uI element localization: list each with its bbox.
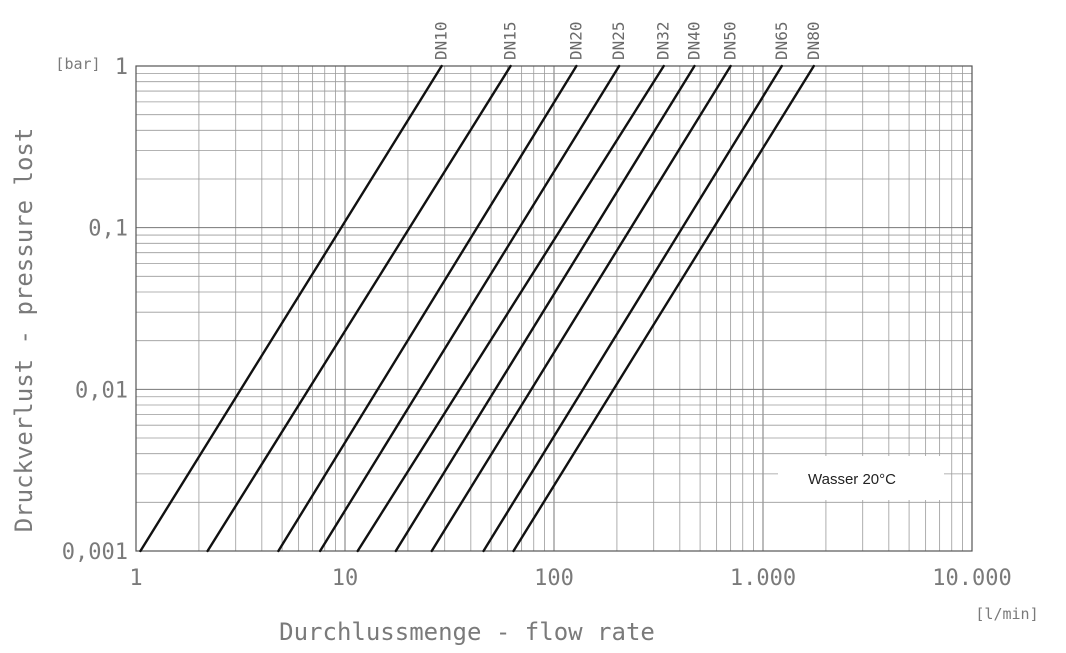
y-tick-label: 0,1 — [88, 217, 128, 242]
x-tick-label: 10.000 — [932, 566, 1011, 591]
x-axis-title: Durchlussmenge - flow rate — [279, 618, 655, 646]
series-label-dn15: DN15 — [501, 21, 520, 60]
series-label-dn50: DN50 — [721, 21, 740, 60]
y-tick-label: 1 — [115, 55, 128, 80]
series-line-dn65 — [482, 64, 783, 553]
x-tick-label: 1.000 — [730, 566, 796, 591]
series-label-dn40: DN40 — [684, 21, 703, 60]
series-label-dn80: DN80 — [804, 21, 823, 60]
series-line-dn20 — [277, 64, 578, 553]
series-labels: DN10 DN15 DN20 DN25 DN32 DN40 DN50 DN65 DN80 — [432, 21, 823, 60]
x-tick-label: 1 — [129, 566, 142, 591]
series-line-dn32 — [356, 64, 665, 553]
series-line-dn50 — [430, 64, 732, 553]
annotation-background — [778, 456, 944, 500]
series-line-dn40 — [394, 64, 696, 553]
series-label-dn25: DN25 — [609, 21, 628, 60]
series-label-dn20: DN20 — [566, 21, 585, 60]
x-axis-unit: [l/min] — [975, 605, 1038, 623]
annotation-wasser: Wasser 20°C — [808, 471, 896, 488]
series-label-dn65: DN65 — [772, 21, 791, 60]
plot-frame — [135, 65, 973, 552]
grid — [135, 66, 972, 552]
series-label-dn10: DN10 — [432, 21, 451, 60]
series-line-dn80 — [512, 64, 815, 553]
tick-labels: 1 10 100 1.000 10.000 1 0,1 0,01 0,001 — [62, 55, 1012, 591]
y-tick-label: 0,01 — [75, 378, 128, 403]
series-line-dn25 — [318, 64, 621, 553]
y-tick-label: 0,001 — [62, 540, 128, 565]
y-axis-title: Druckverlust - pressure lost — [10, 128, 38, 533]
y-axis-unit: [bar] — [55, 55, 100, 73]
series-line-dn15 — [206, 64, 512, 553]
series-line-dn10 — [139, 64, 443, 553]
series-lines — [139, 64, 815, 553]
x-tick-label: 10 — [332, 566, 359, 591]
series-label-dn32: DN32 — [654, 21, 673, 60]
x-tick-label: 100 — [534, 566, 574, 591]
annotation-box: Wasser 20°C — [778, 456, 944, 500]
